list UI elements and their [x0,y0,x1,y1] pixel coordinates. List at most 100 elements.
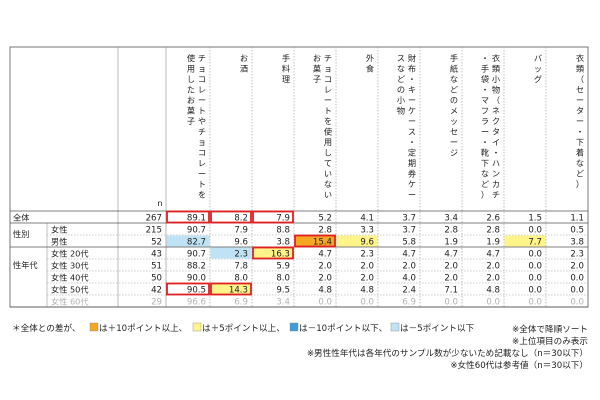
cell-value: 3.7 [402,214,416,224]
legend-swatch-plus10 [89,322,99,332]
column-header: 外食 [366,53,374,74]
cell-value: 2.8 [444,226,458,236]
cell-value: 4.7 [444,250,458,260]
highlight-cell [252,247,294,259]
cell-value: 1.9 [486,238,500,248]
cell-value: 3.8 [570,238,584,248]
row-label: 女性 [51,225,67,235]
cell-value: 2.0 [318,274,332,284]
column-header: チョコレートを使用していないお菓子 [313,53,332,200]
cell-value: 4.8 [486,286,500,296]
cell-value: 0.0 [318,298,332,308]
cell-value: 90.5 [187,286,206,296]
row-group-label: 性別 [13,229,29,239]
column-header: 手紙などのメッセージ [450,53,458,158]
cell-value: 4.7 [402,250,416,260]
legend-minus5-text: は－5ポイント以下 [400,323,475,334]
cell-value: 2.8 [486,226,500,236]
cell-value: 0.0 [570,274,584,284]
cell-value: 2.0 [318,262,332,272]
cell-value: 0.0 [528,298,542,308]
cell-value: 3.3 [360,226,374,236]
cell-value: 0.5 [570,226,584,236]
cell-value: 0.0 [444,298,458,308]
cell-value: 3.4 [276,298,290,308]
column-header: お酒 [240,53,248,74]
cell-value: 2.6 [486,214,500,224]
highlight-cell [210,283,252,295]
cell-value: 5.9 [276,262,290,272]
cell-value: 4.1 [360,214,374,224]
legend-plus5-text: は＋5ポイント以上、 [202,323,285,334]
top-item-box [210,210,252,224]
column-header-text: バッグ [534,53,542,84]
cell-value: 14.3 [229,286,248,296]
cell-value: 7.9 [234,226,248,236]
row-n-value: 267 [146,214,162,224]
top-item-box [252,210,294,224]
cell-value: 5.8 [402,238,416,248]
cell-value: 0.0 [570,298,584,308]
cell-value: 8.2 [234,214,248,224]
cell-value: 8.0 [276,274,290,284]
cell-value: 88.2 [187,262,206,272]
cell-value: 0.0 [528,262,542,272]
cell-value: 2.3 [234,250,248,260]
cell-value: 3.4 [444,214,458,224]
footnote: ※女性60代は参考値（n＝30以下） [450,359,588,371]
row-n-value: 52 [151,238,162,248]
legend-minus10-text: は－10ポイント以下、 [299,323,387,334]
row-n-value: 50 [151,274,162,284]
row-group-label: 性年代 [13,260,38,270]
cell-value: 3.7 [402,226,416,236]
cell-value: 3.8 [276,238,290,248]
highlight-cell [166,235,210,247]
column-header-text: 衣類（セーター・下着など） [576,53,585,189]
cell-value: 0.0 [570,286,584,296]
cell-value: 7.8 [234,262,248,272]
footnote: ※男性性年代は各年代のサンプル数が少ないため記載なし（n＝30以下） [307,347,588,359]
cell-value: 2.0 [360,262,374,272]
n-column-header: n [157,198,162,208]
cell-value: 9.6 [234,238,248,248]
column-header-text: 衣類小物（ネクタイ・ハンカチ・手袋・マフラー・靴下など） [481,53,501,200]
column-header-text: チョコレートを使用していないお菓子 [313,53,332,200]
cell-value: 2.4 [402,286,416,296]
row-n-value: 215 [146,226,162,236]
cell-value: 2.3 [570,250,584,260]
cell-value: 8.0 [234,274,248,284]
footnote: ※上位項目のみ表示 [512,335,588,347]
cell-value: 5.2 [318,214,332,224]
cell-value: 1.5 [528,214,542,224]
cell-value: 9.5 [276,286,290,296]
cell-value: 1.1 [570,214,584,224]
row-label: 女性 40代 [51,273,89,283]
column-header-text: 手紙などのメッセージ [450,53,458,158]
highlight-cell [210,247,252,259]
top-item-box [210,282,252,296]
cell-value: 2.0 [360,274,374,284]
row-n-value: 29 [151,298,162,308]
column-header-text: 外食 [366,53,374,74]
top-item-box [166,282,210,296]
cell-value: 0.0 [528,286,542,296]
legend-plus10-text: は＋10ポイント以上、 [99,323,187,334]
cell-value: 82.7 [187,238,206,248]
table-frame [9,46,589,308]
cell-value: 7.7 [528,238,542,248]
footnote: ※全体で降順ソート [512,323,588,335]
cell-value: 2.0 [444,274,458,284]
cell-value: 2.0 [570,262,584,272]
cell-value: 90.7 [187,226,206,236]
row-n-value: 51 [151,262,162,272]
cell-value: 2.0 [444,262,458,272]
cell-value: 0.0 [486,298,500,308]
column-header: 衣類小物（ネクタイ・ハンカチ・手袋・マフラー・靴下など） [481,53,501,200]
cell-value: 7.9 [276,214,290,224]
column-header: バッグ [534,53,542,84]
row-label: 女性 30代 [51,261,89,271]
highlight-cell [336,235,378,247]
cell-value: 90.7 [187,250,206,260]
cell-value: 8.8 [276,226,290,236]
